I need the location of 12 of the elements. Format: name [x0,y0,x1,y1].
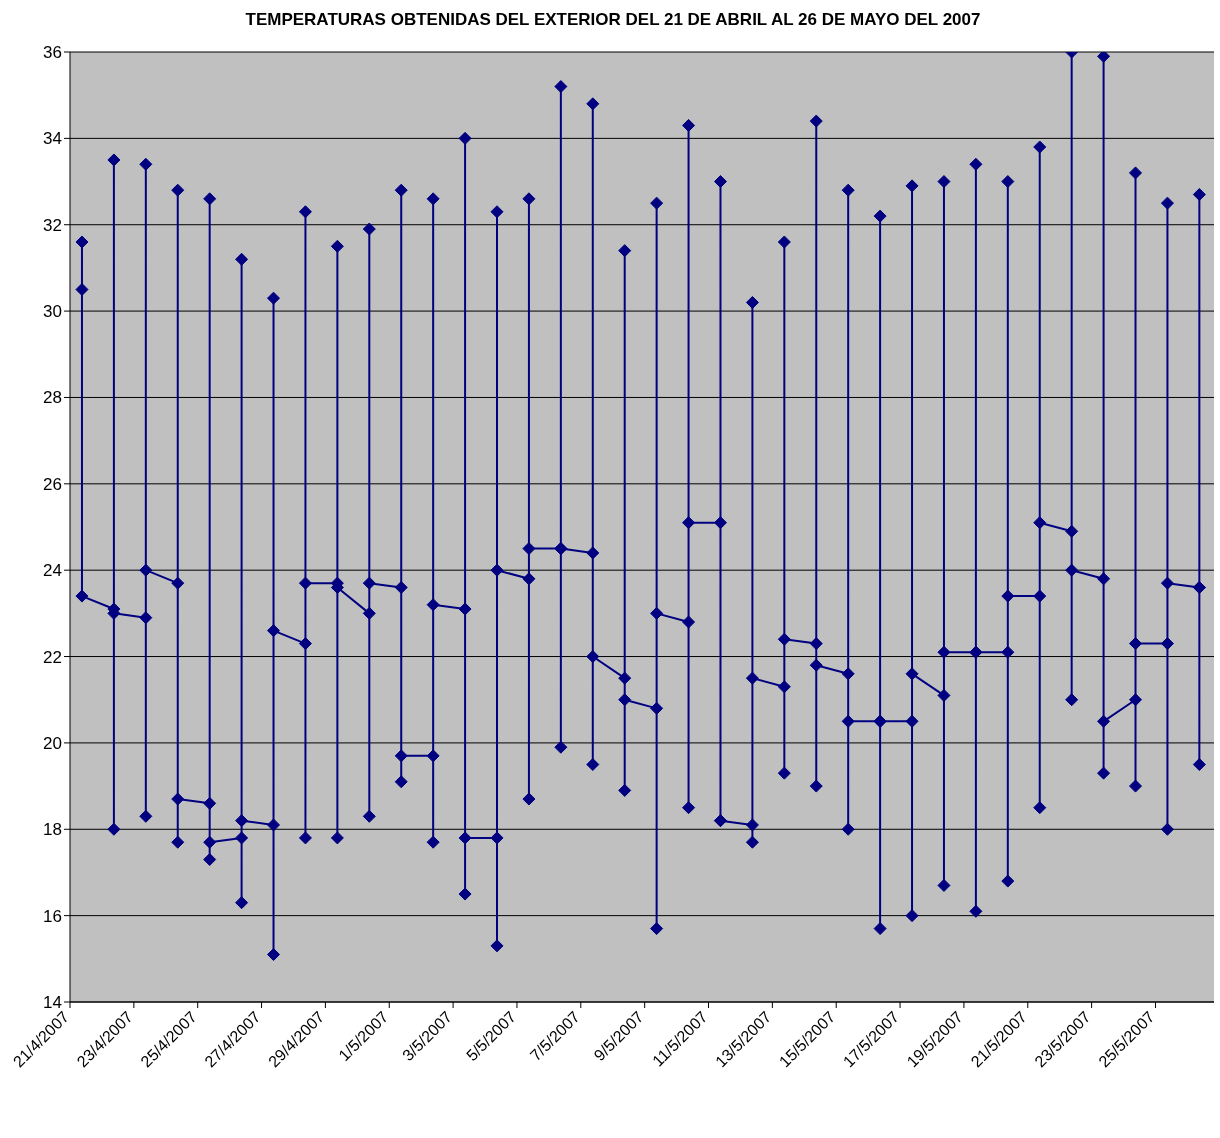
y-tick-label: 22 [43,647,62,667]
y-tick-label: 26 [43,474,62,494]
y-tick-label: 20 [43,733,62,753]
y-tick-label: 28 [43,388,62,408]
y-tick-label: 30 [43,302,62,322]
y-tick-label: 18 [43,820,62,840]
y-tick-label: 16 [43,906,62,926]
chart-title: TEMPERATURAS OBTENIDAS DEL EXTERIOR DEL 21 DE ABRIL AL 26 DE MAYO DEL 2007 [244,9,982,31]
y-tick-label: 24 [43,561,62,581]
y-tick-label: 32 [43,215,62,235]
y-tick-label: 34 [43,129,62,149]
y-tick-label: 36 [43,43,62,63]
